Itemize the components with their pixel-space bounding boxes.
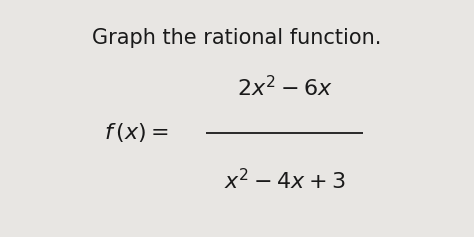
Text: $x^2-4x+3$: $x^2-4x+3$ [224,168,345,193]
Text: Graph the rational function.: Graph the rational function. [92,28,382,48]
Text: $2x^2-6x$: $2x^2-6x$ [237,75,332,100]
Text: $f\,(x)=$: $f\,(x)=$ [104,121,168,144]
